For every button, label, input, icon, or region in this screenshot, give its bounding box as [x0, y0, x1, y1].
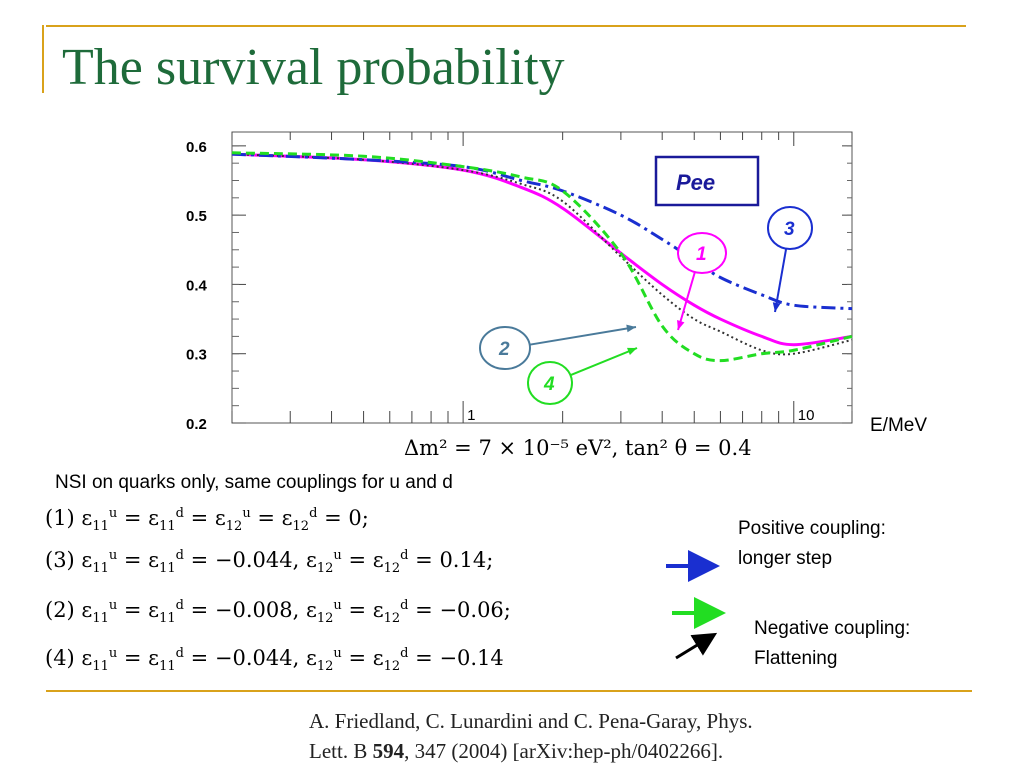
case-1: (1) ε11u = ε11d = ε12u = ε12d = 0;: [45, 506, 369, 535]
callout-arrowhead-3: [772, 302, 781, 312]
pee-label: Pee: [676, 170, 715, 195]
case-value: = 0.14;: [415, 548, 494, 572]
positive-coupling-note: Positive coupling: longer step: [738, 514, 886, 574]
case-value: = 0;: [324, 506, 369, 530]
callout-label-1: 1: [696, 244, 707, 265]
slide-title: The survival probability: [62, 39, 565, 96]
negative-coupling-note: Negative coupling: Flattening: [754, 614, 910, 674]
case-2: (2) ε11u = ε11d = −0.008, ε12u = ε12d = …: [45, 598, 511, 627]
callout-label-3: 3: [784, 219, 795, 240]
oscillation-parameters: Δm² = 7 × 10⁻⁵ eV², tan² θ = 0.4: [404, 436, 752, 460]
plot-frame: [231, 131, 853, 424]
top-rule: [46, 25, 966, 27]
case-3: (3) ε11u = ε11d = −0.044, ε12u = ε12d = …: [45, 548, 494, 577]
case-value: = −0.044,: [190, 548, 300, 572]
reference-line-1: A. Friedland, C. Lunardini and C. Pena-G…: [309, 709, 753, 733]
chart-annotations: Pee 1 2 3 4: [479, 155, 813, 405]
x-tick-label: 1: [467, 407, 475, 424]
callout-circle-1: [677, 232, 727, 274]
callout-arrow-2: [529, 326, 637, 346]
case-tag: (1): [45, 506, 75, 530]
callout-arrowhead-4: [627, 347, 637, 356]
callout-arrow-4: [570, 347, 638, 377]
callout-arrowhead-2: [626, 324, 636, 333]
y-tick-label: 0.4: [186, 277, 208, 294]
reference-citation: A. Friedland, C. Lunardini and C. Pena-G…: [309, 706, 753, 766]
chart-axes: 0.2 0.3 0.4 0.5 0.6 1 10 E/MeV: [186, 131, 927, 436]
case-value: = −0.06;: [415, 598, 511, 622]
callout-arrow-3: [774, 248, 788, 313]
reference-line-2: Lett. B 594, 347 (2004) [arXiv:hep-ph/04…: [309, 739, 724, 763]
case-tag: (3): [45, 548, 75, 572]
case-value: = −0.008,: [190, 598, 300, 622]
note-line: Flattening: [754, 648, 838, 669]
y-tick-label: 0.3: [186, 347, 207, 364]
note-line: longer step: [738, 548, 833, 569]
series-line-4: [231, 151, 853, 363]
pee-label-box: [654, 155, 760, 207]
callout-circle-2: [479, 326, 531, 370]
callout-arrow-1: [677, 271, 696, 331]
callout-circle-3: [767, 206, 813, 250]
y-tick-label: 0.2: [186, 416, 207, 433]
case-tag: (2): [45, 598, 75, 622]
callout-label-2: 2: [498, 339, 510, 360]
left-rule: [42, 25, 44, 93]
y-tick-label: 0.6: [186, 139, 207, 156]
case-value: = −0.14: [415, 646, 504, 670]
nsi-caption: NSI on quarks only, same couplings for u…: [55, 472, 453, 493]
black-arrow-icon: [675, 632, 718, 660]
note-line: Positive coupling:: [738, 518, 886, 539]
bottom-rule: [46, 690, 972, 692]
series-line-3: [231, 152, 853, 311]
case-4: (4) ε11u = ε11d = −0.044, ε12u = ε12d = …: [45, 646, 504, 675]
x-tick-label: 10: [798, 407, 815, 424]
callout-circle-4: [527, 361, 573, 405]
note-line: Negative coupling:: [754, 618, 911, 639]
y-tick-label: 0.5: [186, 208, 207, 225]
callout-arrowhead-1: [677, 320, 685, 330]
case-tag: (4): [45, 646, 75, 670]
callout-label-4: 4: [543, 374, 555, 395]
chart-series: [231, 151, 853, 363]
case-value: = −0.044,: [190, 646, 300, 670]
x-axis-label: E/MeV: [870, 415, 927, 436]
